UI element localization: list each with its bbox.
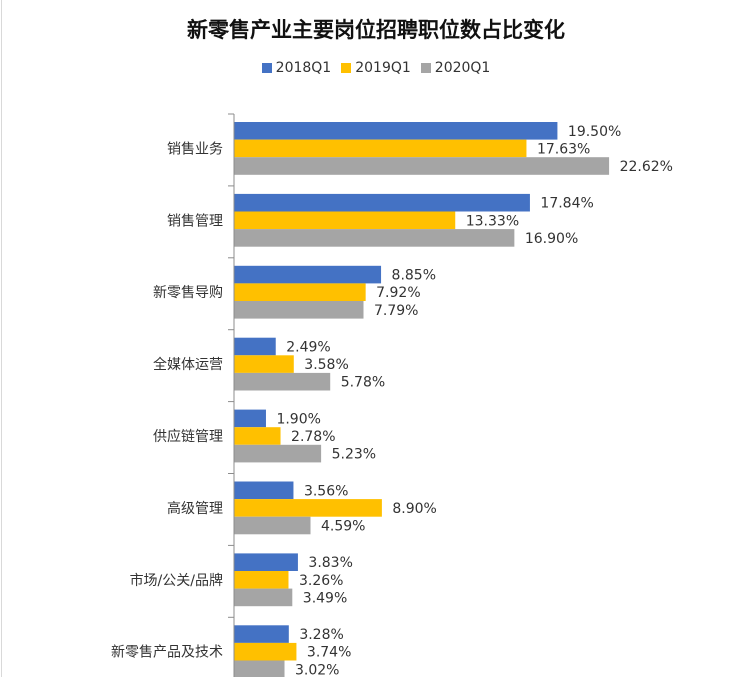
data-label: 3.02%	[295, 662, 339, 677]
category-label: 销售管理	[167, 213, 223, 229]
data-label: 3.56%	[304, 483, 348, 499]
bar-2018q1	[234, 553, 298, 571]
bar-2018q1	[234, 265, 382, 284]
bar-2019q1	[234, 355, 294, 373]
data-label: 3.58%	[304, 357, 348, 373]
data-label: 19.50%	[568, 124, 621, 140]
data-label: 1.90%	[276, 411, 320, 427]
chart-title: 新零售产业主要岗位招聘职位数占比变化	[187, 18, 565, 42]
category-label: 新零售产品及技术	[111, 645, 223, 661]
bar-2019q1	[234, 427, 281, 445]
data-label: 2.49%	[286, 340, 330, 356]
data-label: 22.62%	[620, 159, 673, 175]
data-label: 4.59%	[321, 519, 365, 535]
legend-label: 2020Q1	[434, 60, 491, 76]
data-label: 3.83%	[308, 555, 352, 571]
bar-2018q1	[234, 481, 294, 500]
legend-swatch	[341, 63, 352, 73]
bar-2020q1	[234, 516, 311, 535]
legend-swatch	[420, 63, 431, 73]
bar-2019q1	[234, 571, 289, 589]
data-label: 7.92%	[376, 285, 420, 301]
bar-2020q1	[234, 157, 610, 175]
data-label: 2.78%	[291, 429, 335, 445]
legend-item-2019q1: 2019Q1	[341, 60, 411, 76]
bar-2019q1	[234, 499, 382, 517]
bar-2018q1	[234, 122, 558, 140]
bar-2020q1	[234, 301, 364, 319]
data-label: 13.33%	[466, 213, 519, 229]
legend: 2018Q1 2019Q1 2020Q1	[0, 60, 752, 76]
bar-2020q1	[234, 660, 285, 677]
data-label: 3.49%	[303, 590, 347, 606]
bar-2019q1	[234, 283, 366, 301]
data-label: 17.84%	[540, 196, 593, 212]
frame-border	[1, 0, 2, 677]
bar-2018q1	[234, 409, 266, 428]
bar-2020q1	[234, 229, 515, 247]
legend-label: 2019Q1	[355, 60, 411, 76]
data-label: 5.23%	[332, 447, 376, 463]
bar-2018q1	[234, 337, 276, 356]
data-label: 3.28%	[299, 627, 343, 643]
bar-2019q1	[234, 211, 456, 230]
bar-2019q1	[234, 139, 527, 158]
legend-label: 2018Q1	[275, 60, 332, 76]
legend-swatch	[261, 63, 272, 73]
bar-2018q1	[234, 193, 530, 212]
data-label: 3.74%	[307, 645, 351, 661]
bar-2020q1	[234, 444, 322, 463]
bar-2018q1	[234, 625, 289, 643]
data-label: 3.26%	[299, 573, 343, 589]
category-label: 供应链管理	[153, 428, 223, 445]
bar-2020q1	[234, 372, 331, 391]
category-label: 高级管理	[167, 500, 223, 517]
data-label: 8.85%	[392, 268, 436, 284]
category-label: 新零售导购	[153, 285, 223, 301]
data-label: 17.63%	[537, 141, 590, 157]
bar-2020q1	[234, 588, 293, 607]
legend-item-2018q1: 2018Q1	[261, 60, 332, 76]
category-label: 销售业务	[167, 141, 223, 157]
data-label: 7.79%	[374, 303, 418, 319]
data-label: 5.78%	[341, 375, 385, 391]
legend-item-2020q1: 2020Q1	[420, 60, 491, 76]
data-label: 8.90%	[392, 501, 436, 517]
category-label: 市场/公关/品牌	[130, 572, 223, 589]
category-label: 全媒体运营	[153, 356, 223, 373]
data-label: 16.90%	[525, 231, 578, 247]
bar-2019q1	[234, 642, 297, 661]
